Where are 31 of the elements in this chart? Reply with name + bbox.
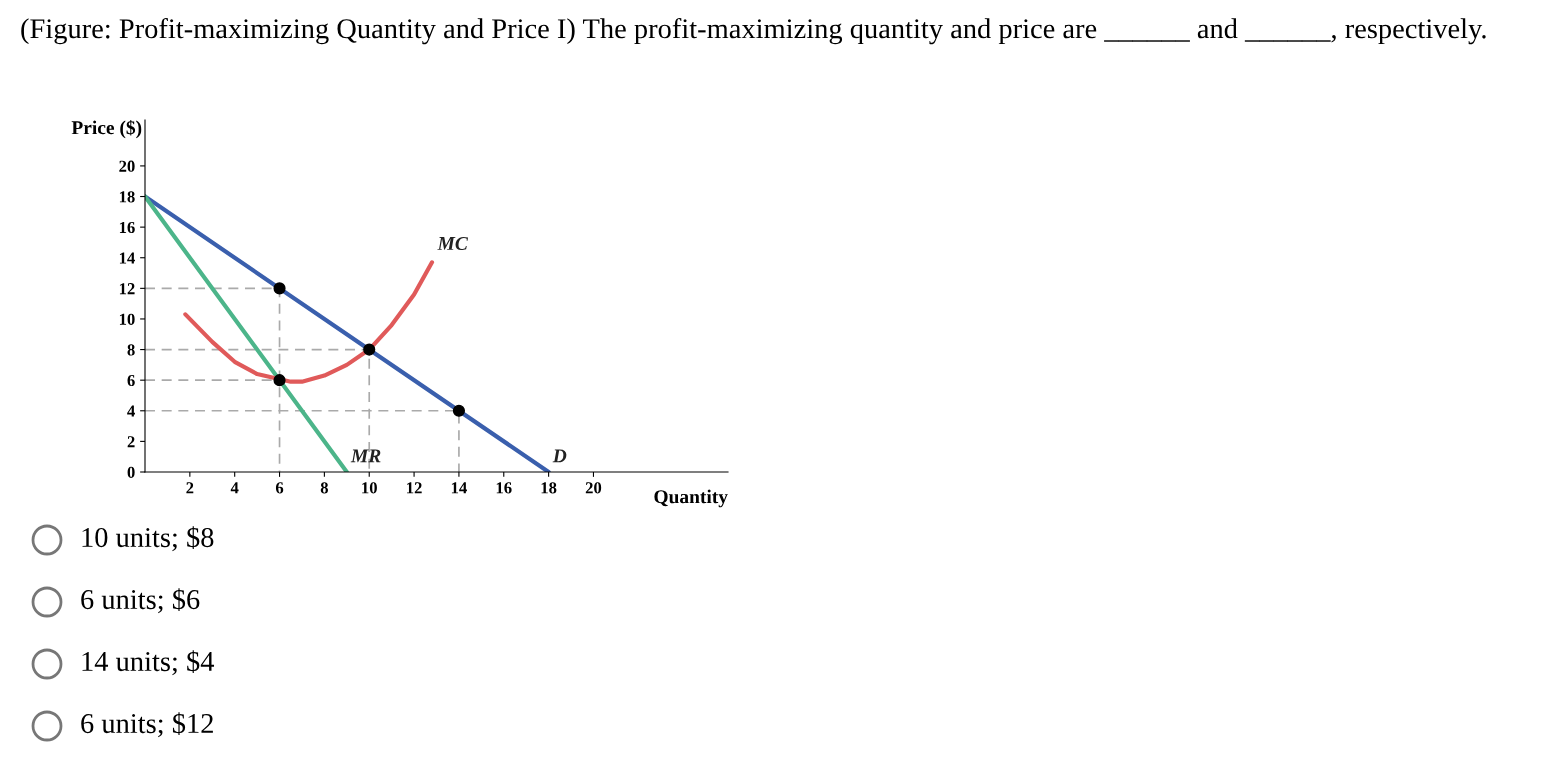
y-tick-label: 0 [127,466,135,478]
text: 6 units; $12 [81,712,213,738]
y-tick-label: 6 [127,374,135,387]
x-tick-label: 6 [275,482,284,494]
y-tick-label: 18 [119,191,135,203]
x-axis-title: Quantity [654,489,728,508]
x-tick-label: 18 [541,482,557,494]
text: 6 units; $6 [81,588,200,614]
x-tick-label: 8 [320,482,328,494]
series-label: MC [437,236,469,251]
y-tick-label: 2 [127,436,135,448]
chart-title: (Figure: Profit-maximizing Quantity and Price I) The profit-maximizing quantity and price are ______ and ______, respectively. [21,18,1486,45]
x-tick-label: 16 [496,482,512,494]
y-axis-title: Price ($) [71,120,142,139]
series-label: D [552,449,567,463]
y-tick-label: 10 [119,313,135,325]
y-tick-label: 14 [119,252,135,264]
y-tick-label: 12 [119,283,135,295]
text: 14 units; $4 [82,650,215,676]
y-tick-label: 20 [119,160,135,172]
x-tick-label: 14 [451,482,467,494]
x-tick-label: 12 [407,482,422,494]
y-tick-label: 16 [119,221,135,234]
x-tick-label: 20 [585,482,602,494]
x-tick-label: 10 [362,482,377,494]
y-tick-label: 4 [127,405,135,417]
x-tick-label: 4 [230,482,239,494]
series-label: MR [350,449,381,463]
y-tick-label: 8 [127,344,135,356]
text: 10 units; $8 [82,526,214,552]
x-tick-label: 2 [186,482,194,494]
